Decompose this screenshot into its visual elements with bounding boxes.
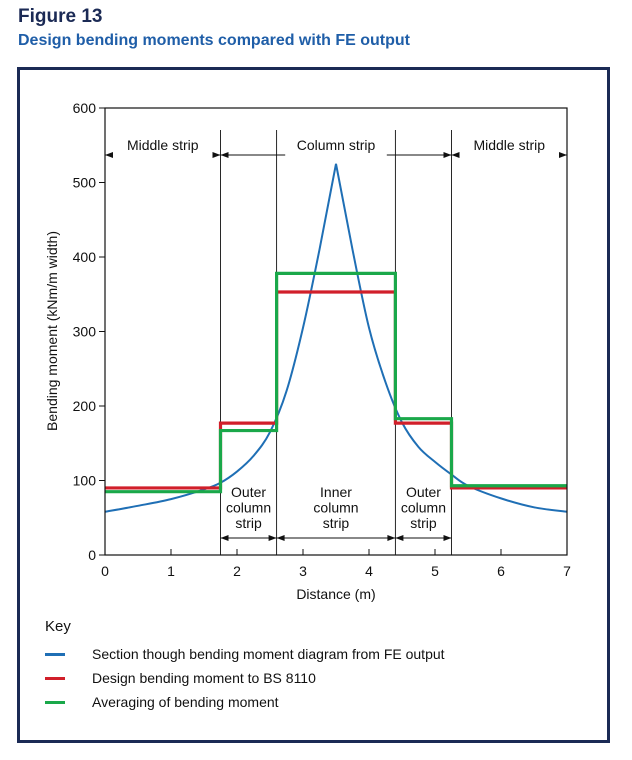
x-tick-label: 6	[497, 563, 505, 579]
zone-label-bottom: column	[313, 500, 358, 516]
y-axis-title: Bending moment (kNm/m width)	[44, 231, 60, 431]
figure-label: Figure 13	[18, 6, 103, 27]
x-tick-label: 0	[101, 563, 109, 579]
zone-label-bottom: column	[226, 500, 271, 516]
zone-label-top: Middle strip	[127, 137, 199, 153]
dimension-arrowhead	[559, 152, 567, 158]
key-swatch	[45, 676, 65, 680]
zone-label-bottom: Inner	[320, 484, 352, 500]
zone-label-bottom: Outer	[231, 484, 266, 500]
tick-label-layer: 0 1 2 3 4 5 6 7 0 100 200 300 400 500 600	[73, 100, 571, 579]
x-axis-title: Distance (m)	[296, 586, 375, 602]
y-tick-label: 300	[73, 324, 97, 340]
key-title: Key	[45, 618, 71, 635]
series-layer	[104, 163, 568, 513]
series-line-1	[104, 163, 568, 513]
strip-zone-layer: Middle strip Column strip Middle strip Oute…	[105, 130, 567, 555]
key-item: Design bending moment to BS 8110	[45, 668, 316, 688]
x-tick-label: 3	[299, 563, 307, 579]
zone-label-bottom: strip	[410, 515, 437, 531]
figure-frame	[17, 67, 610, 743]
dimension-arrowhead	[451, 152, 460, 158]
y-tick-label: 400	[73, 249, 97, 265]
key-label: Averaging of bending moment	[92, 694, 279, 710]
dimension-arrowhead	[220, 535, 229, 541]
series-line-3	[105, 271, 567, 494]
dimension-arrowhead	[105, 152, 113, 158]
x-tick-label: 7	[563, 563, 571, 579]
bending-moment-chart: Middle strip Column strip Middle strip Oute…	[44, 100, 571, 602]
plot-area-border	[104, 107, 568, 556]
dimension-arrowhead	[220, 152, 229, 158]
dimension-arrowhead	[443, 535, 452, 541]
y-tick-label: 600	[73, 100, 97, 116]
dimension-arrowhead	[395, 535, 404, 541]
x-tick-label: 2	[233, 563, 241, 579]
zone-label-top: Column strip	[297, 137, 376, 153]
zone-label-bottom: Outer	[406, 484, 441, 500]
y-tick-label: 100	[73, 473, 97, 489]
dimension-arrowhead	[276, 535, 285, 541]
series-line-2	[105, 290, 567, 490]
x-tick-label: 5	[431, 563, 439, 579]
dimension-arrowhead	[268, 535, 277, 541]
key-item: Averaging of bending moment	[45, 692, 279, 712]
zone-label-top: Middle strip	[473, 137, 545, 153]
key-swatch	[45, 652, 65, 656]
zone-label-bottom: column	[401, 500, 446, 516]
key-label: Design bending moment to BS 8110	[92, 670, 316, 686]
x-tick-label: 4	[365, 563, 373, 579]
dimension-arrowhead	[443, 152, 452, 158]
y-tick-label: 500	[73, 175, 97, 191]
zone-label-bottom: strip	[235, 515, 262, 531]
y-tick-label: 200	[73, 398, 97, 414]
figure-title: Design bending moments compared with FE …	[18, 32, 411, 49]
key-item: Section though bending moment diagram fr…	[45, 644, 445, 664]
x-tick-label: 1	[167, 563, 175, 579]
zone-label-bottom: strip	[323, 515, 350, 531]
dimension-arrowhead	[387, 535, 396, 541]
dimension-arrowhead	[212, 152, 221, 158]
key-label: Section though bending moment diagram fr…	[92, 646, 445, 662]
y-tick-label: 0	[88, 547, 96, 563]
key-swatch	[45, 700, 65, 704]
